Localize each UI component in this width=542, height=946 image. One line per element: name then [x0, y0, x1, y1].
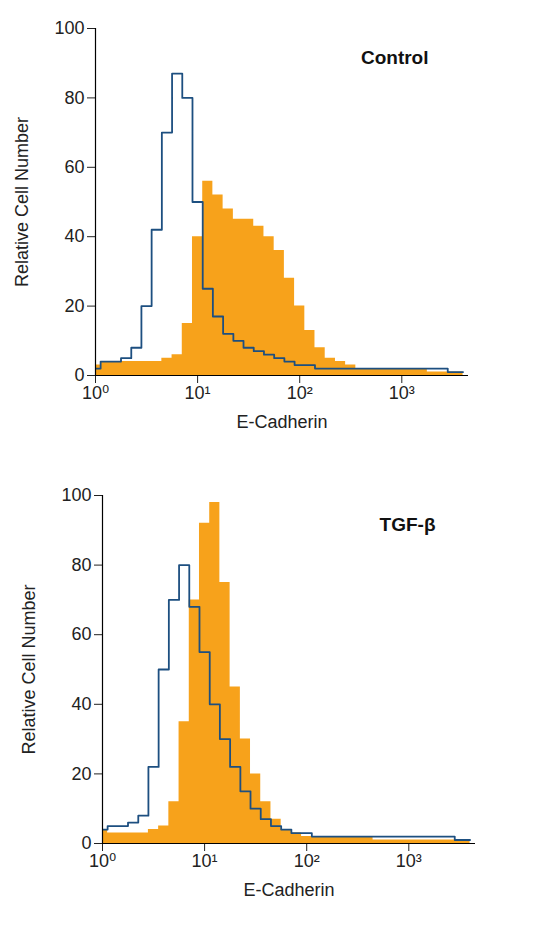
svg-text:Relative Cell Number: Relative Cell Number	[12, 117, 32, 287]
svg-text:40: 40	[64, 226, 84, 246]
svg-text:10¹: 10¹	[192, 851, 218, 871]
svg-text:0: 0	[81, 833, 91, 853]
svg-text:10³: 10³	[396, 851, 422, 871]
svg-text:20: 20	[64, 296, 84, 316]
svg-text:10²: 10²	[287, 383, 313, 403]
svg-text:60: 60	[71, 624, 91, 644]
svg-text:20: 20	[71, 764, 91, 784]
svg-text:Control: Control	[361, 47, 429, 68]
svg-text:60: 60	[64, 157, 84, 177]
svg-text:E-Cadherin: E-Cadherin	[243, 880, 334, 900]
svg-text:10¹: 10¹	[185, 383, 211, 403]
svg-text:100: 100	[54, 18, 84, 38]
svg-text:Relative Cell Number: Relative Cell Number	[19, 584, 39, 754]
svg-text:TGF-β: TGF-β	[380, 514, 436, 535]
svg-text:80: 80	[71, 555, 91, 575]
svg-text:10²: 10²	[294, 851, 320, 871]
svg-text:0: 0	[74, 365, 84, 385]
svg-text:10³: 10³	[389, 383, 415, 403]
svg-text:10⁰: 10⁰	[89, 851, 116, 871]
svg-text:40: 40	[71, 694, 91, 714]
svg-text:100: 100	[61, 485, 91, 505]
svg-text:E-Cadherin: E-Cadherin	[236, 412, 327, 432]
svg-text:10⁰: 10⁰	[82, 383, 109, 403]
svg-text:80: 80	[64, 88, 84, 108]
